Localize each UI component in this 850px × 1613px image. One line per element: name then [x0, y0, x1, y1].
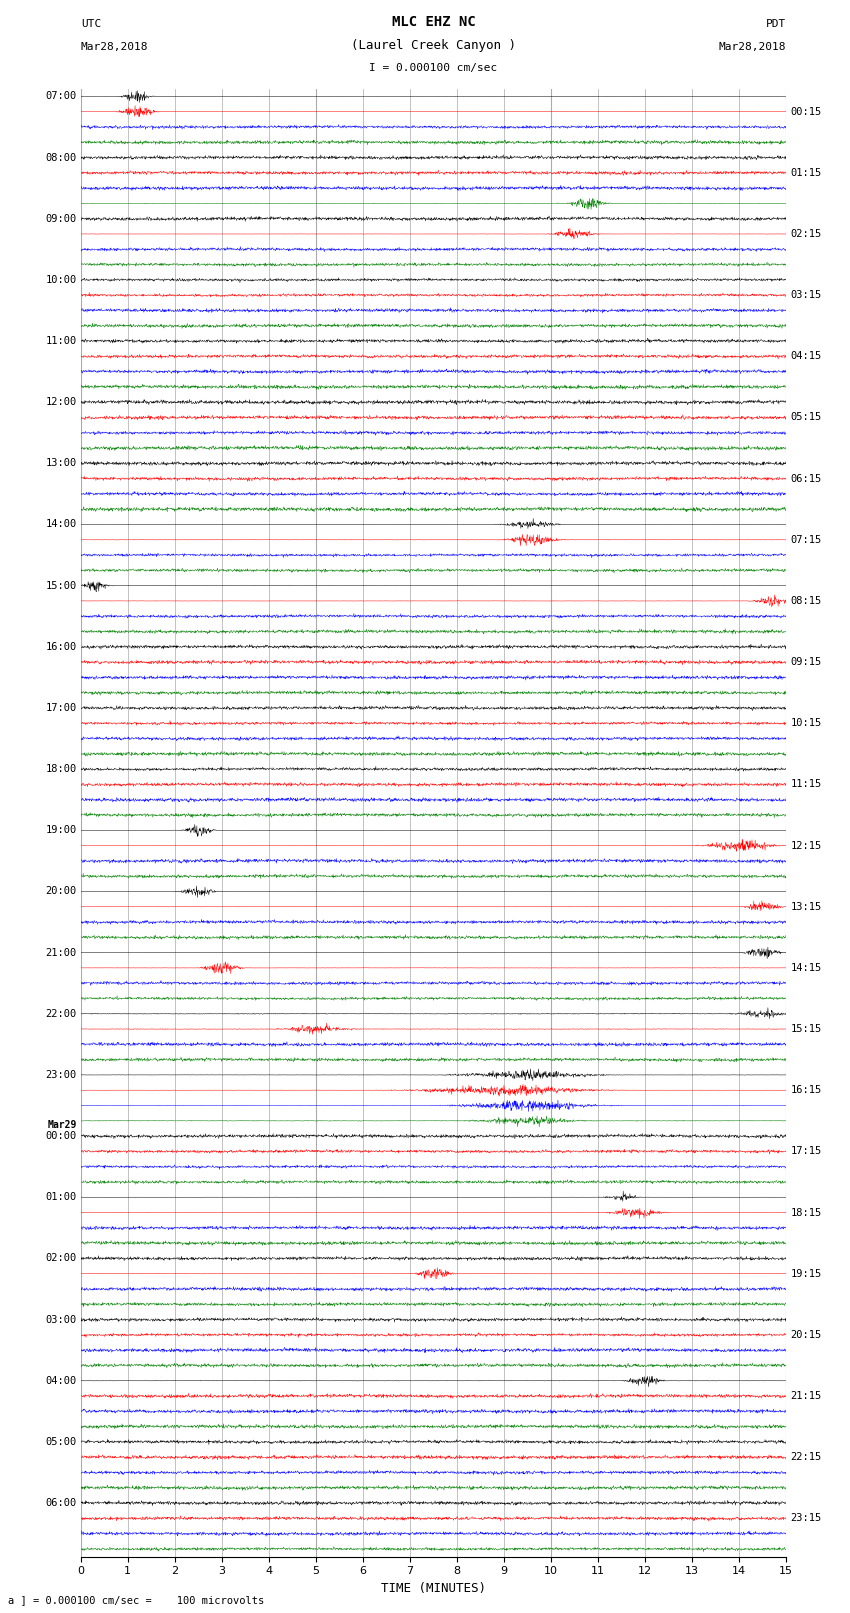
Text: 05:15: 05:15 [790, 413, 822, 423]
Text: 04:00: 04:00 [45, 1376, 76, 1386]
Text: 05:00: 05:00 [45, 1437, 76, 1447]
Text: 21:15: 21:15 [790, 1390, 822, 1402]
Text: 02:00: 02:00 [45, 1253, 76, 1263]
Text: 22:00: 22:00 [45, 1008, 76, 1019]
Text: 07:15: 07:15 [790, 536, 822, 545]
Text: I = 0.000100 cm/sec: I = 0.000100 cm/sec [370, 63, 497, 73]
Text: 01:00: 01:00 [45, 1192, 76, 1202]
Text: 21:00: 21:00 [45, 947, 76, 958]
Text: 13:00: 13:00 [45, 458, 76, 468]
Text: UTC: UTC [81, 19, 101, 29]
Text: 19:00: 19:00 [45, 826, 76, 836]
Text: 17:15: 17:15 [790, 1147, 822, 1157]
Text: 04:15: 04:15 [790, 352, 822, 361]
Text: 00:15: 00:15 [790, 106, 822, 116]
Text: 16:00: 16:00 [45, 642, 76, 652]
Text: 15:15: 15:15 [790, 1024, 822, 1034]
X-axis label: TIME (MINUTES): TIME (MINUTES) [381, 1582, 486, 1595]
Text: 06:15: 06:15 [790, 474, 822, 484]
Text: 00:00: 00:00 [45, 1131, 76, 1140]
Text: 14:00: 14:00 [45, 519, 76, 529]
Text: 11:15: 11:15 [790, 779, 822, 789]
Text: 10:00: 10:00 [45, 274, 76, 286]
Text: 16:15: 16:15 [790, 1086, 822, 1095]
Text: 08:00: 08:00 [45, 153, 76, 163]
Text: a ] = 0.000100 cm/sec =    100 microvolts: a ] = 0.000100 cm/sec = 100 microvolts [8, 1595, 264, 1605]
Text: 20:15: 20:15 [790, 1329, 822, 1340]
Text: Mar28,2018: Mar28,2018 [81, 42, 148, 52]
Text: 06:00: 06:00 [45, 1498, 76, 1508]
Text: Mar28,2018: Mar28,2018 [719, 42, 786, 52]
Text: 10:15: 10:15 [790, 718, 822, 727]
Text: (Laurel Creek Canyon ): (Laurel Creek Canyon ) [351, 39, 516, 52]
Text: 20:00: 20:00 [45, 887, 76, 897]
Text: 03:00: 03:00 [45, 1315, 76, 1324]
Text: 23:00: 23:00 [45, 1069, 76, 1081]
Text: 02:15: 02:15 [790, 229, 822, 239]
Text: 09:15: 09:15 [790, 656, 822, 668]
Text: 01:15: 01:15 [790, 168, 822, 177]
Text: MLC EHZ NC: MLC EHZ NC [392, 15, 475, 29]
Text: 17:00: 17:00 [45, 703, 76, 713]
Text: 15:00: 15:00 [45, 581, 76, 590]
Text: 19:15: 19:15 [790, 1269, 822, 1279]
Text: 08:15: 08:15 [790, 595, 822, 606]
Text: 09:00: 09:00 [45, 213, 76, 224]
Text: 23:15: 23:15 [790, 1513, 822, 1523]
Text: 18:00: 18:00 [45, 765, 76, 774]
Text: 18:15: 18:15 [790, 1208, 822, 1218]
Text: 11:00: 11:00 [45, 336, 76, 347]
Text: 07:00: 07:00 [45, 92, 76, 102]
Text: 03:15: 03:15 [790, 290, 822, 300]
Text: PDT: PDT [766, 19, 786, 29]
Text: Mar29: Mar29 [47, 1119, 76, 1129]
Text: 22:15: 22:15 [790, 1452, 822, 1461]
Text: 14:15: 14:15 [790, 963, 822, 973]
Text: 12:00: 12:00 [45, 397, 76, 406]
Text: 12:15: 12:15 [790, 840, 822, 850]
Text: 13:15: 13:15 [790, 902, 822, 911]
